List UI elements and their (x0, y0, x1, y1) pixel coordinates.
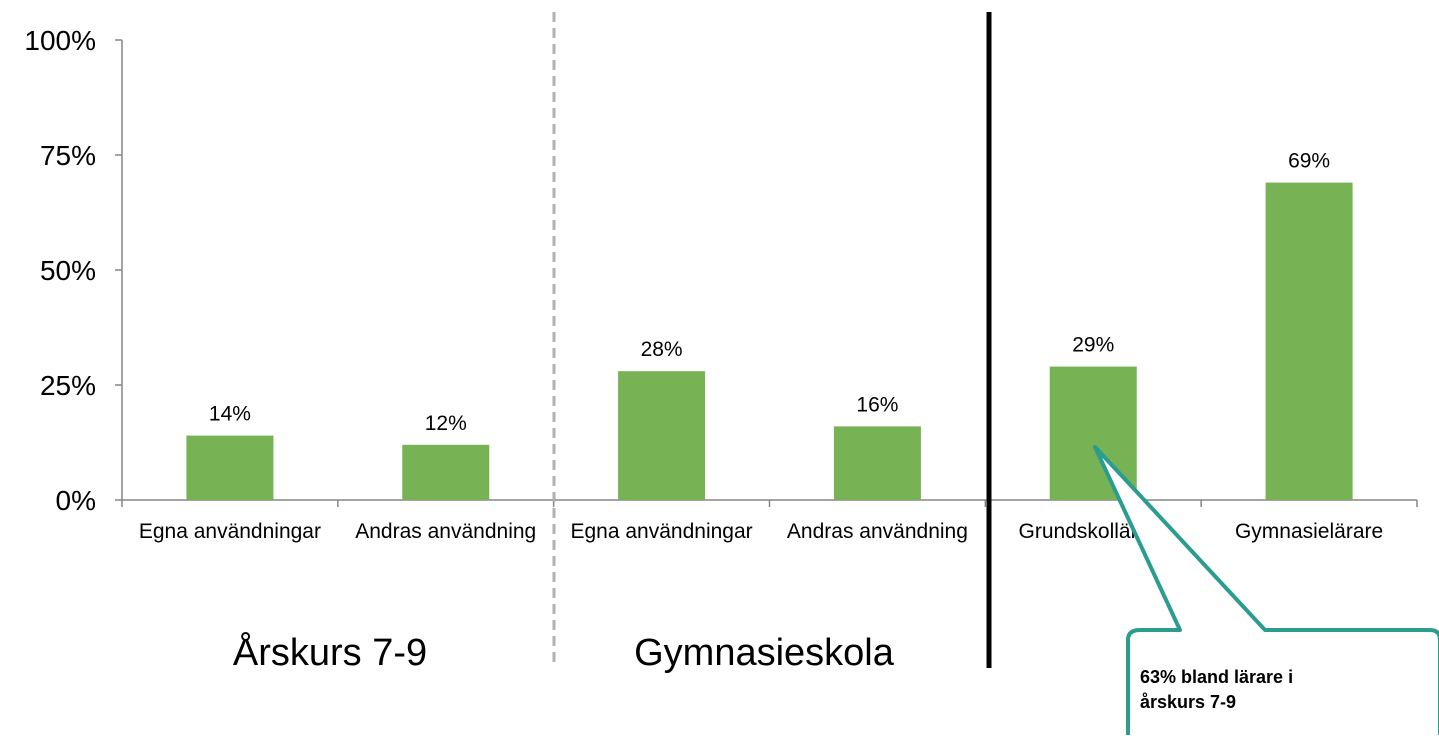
y-tick-label: 100% (24, 25, 96, 56)
separator-layer (552, 12, 992, 668)
bar (186, 435, 274, 500)
x-category-label: Gymnasielärare (1235, 520, 1383, 543)
bar-value-label: 69% (1288, 150, 1330, 173)
y-tick-label: 25% (40, 370, 96, 401)
callout-text-line1: 63% bland lärare i (1140, 667, 1293, 687)
x-category-label: Egna användningar (139, 520, 321, 543)
bar (1265, 182, 1353, 500)
y-tick-label: 75% (40, 140, 96, 171)
bar-value-label: 28% (641, 338, 683, 361)
group-label-arskurs: Årskurs 7-9 (233, 630, 427, 674)
group-label-gymnasieskola: Gymnasieskola (634, 632, 895, 674)
bar-value-label: 16% (856, 393, 898, 416)
axis-layer: 0% 25% 50% 75% 100% (24, 25, 1418, 516)
bar (402, 444, 490, 500)
callout-bubble (1093, 445, 1439, 740)
y-tick-label: 50% (40, 255, 96, 286)
group-label-layer: Årskurs 7-9 Gymnasieskola (233, 630, 895, 674)
y-tick-label: 0% (56, 485, 96, 516)
x-category-label: Egna användningar (571, 520, 753, 543)
bar-value-label: 12% (425, 412, 467, 435)
x-category-label: Andras användning (787, 520, 968, 543)
bar-value-label: 29% (1072, 334, 1114, 357)
bar-layer (186, 182, 1353, 500)
bar (618, 371, 706, 500)
annotation-callout: 63% bland lärare i årskurs 7-9 (1093, 445, 1439, 740)
label-layer: 14% Egna användningar 12% Andras användning… (139, 150, 1383, 543)
x-category-label: Andras användning (355, 520, 536, 543)
bar-value-label: 14% (209, 403, 251, 426)
callout-text-line2: årskurs 7-9 (1140, 692, 1236, 712)
bar (833, 426, 921, 500)
